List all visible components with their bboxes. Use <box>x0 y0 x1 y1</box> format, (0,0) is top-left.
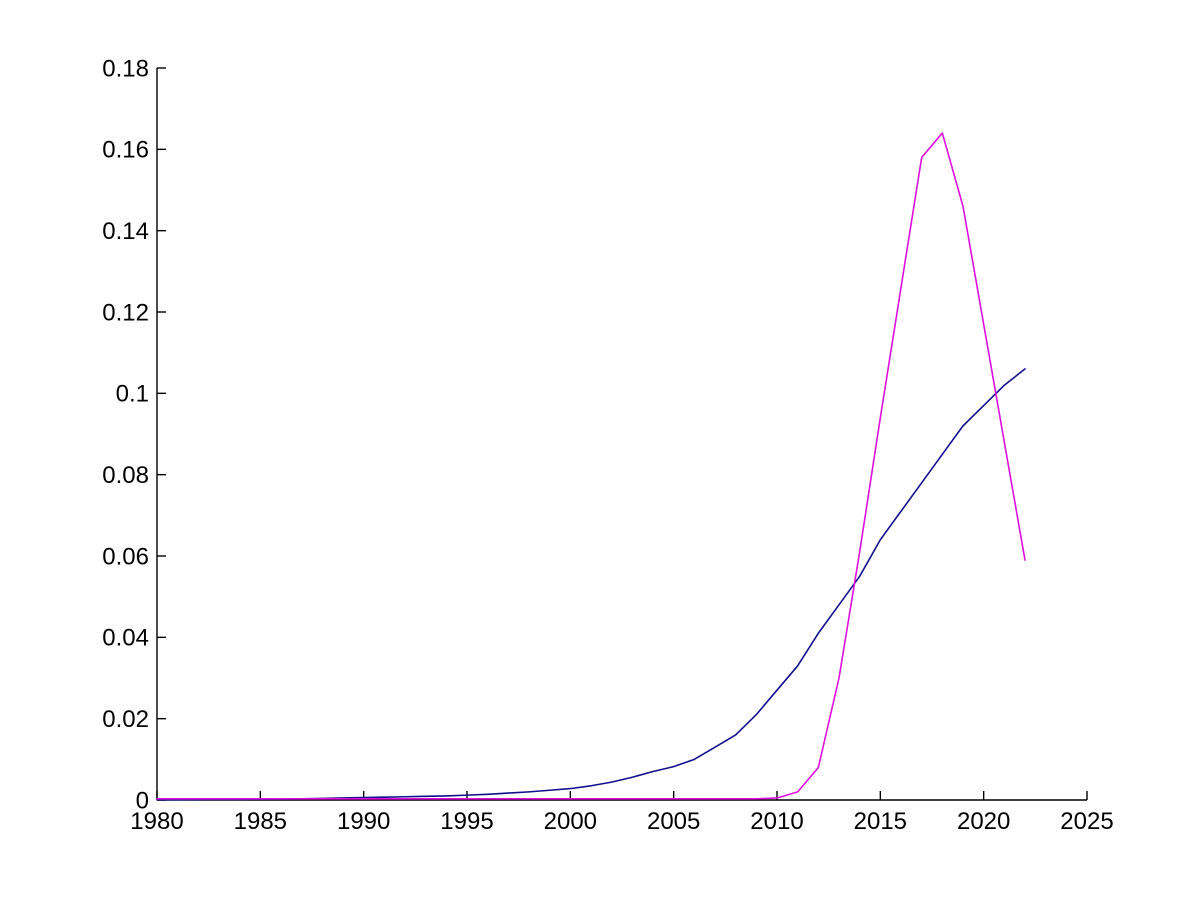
y-tick-label-0.16: 0.16 <box>102 137 149 164</box>
x-tick-label-2000: 2000 <box>544 808 597 835</box>
x-tick-label-2025: 2025 <box>1060 808 1113 835</box>
y-tick-label-0.14: 0.14 <box>102 218 149 245</box>
y-tick-label-0.04: 0.04 <box>102 625 149 652</box>
x-tick-label-2005: 2005 <box>647 808 700 835</box>
x-tick-label-2015: 2015 <box>854 808 907 835</box>
x-tick-label-1995: 1995 <box>440 808 493 835</box>
series-lines <box>156 132 1026 801</box>
y-tick-label-0.1: 0.1 <box>116 381 149 408</box>
y-tick-label-0.08: 0.08 <box>102 462 149 489</box>
series-line-magenta-spike-curve <box>156 132 1026 800</box>
y-tick-label-0.02: 0.02 <box>102 706 149 733</box>
tick-labels: 0 0.02 0.04 0.06 0.08 0.1 0.12 0.14 0.16 0.18 1980… <box>102 55 1113 835</box>
y-tick-label-0.18: 0.18 <box>102 55 149 82</box>
x-tick-label-2010: 2010 <box>750 808 803 835</box>
x-tick-label-1985: 1985 <box>234 808 287 835</box>
x-tick-label-1980: 1980 <box>130 808 183 835</box>
x-tick-label-1990: 1990 <box>337 808 390 835</box>
axes <box>156 67 1088 801</box>
y-tick-label-0: 0 <box>136 787 149 814</box>
x-tick-label-2020: 2020 <box>957 808 1010 835</box>
series-line-smooth-sigmoid-curve <box>156 368 1026 801</box>
y-tick-label-0.12: 0.12 <box>102 299 149 326</box>
y-tick-label-0.06: 0.06 <box>102 543 149 570</box>
